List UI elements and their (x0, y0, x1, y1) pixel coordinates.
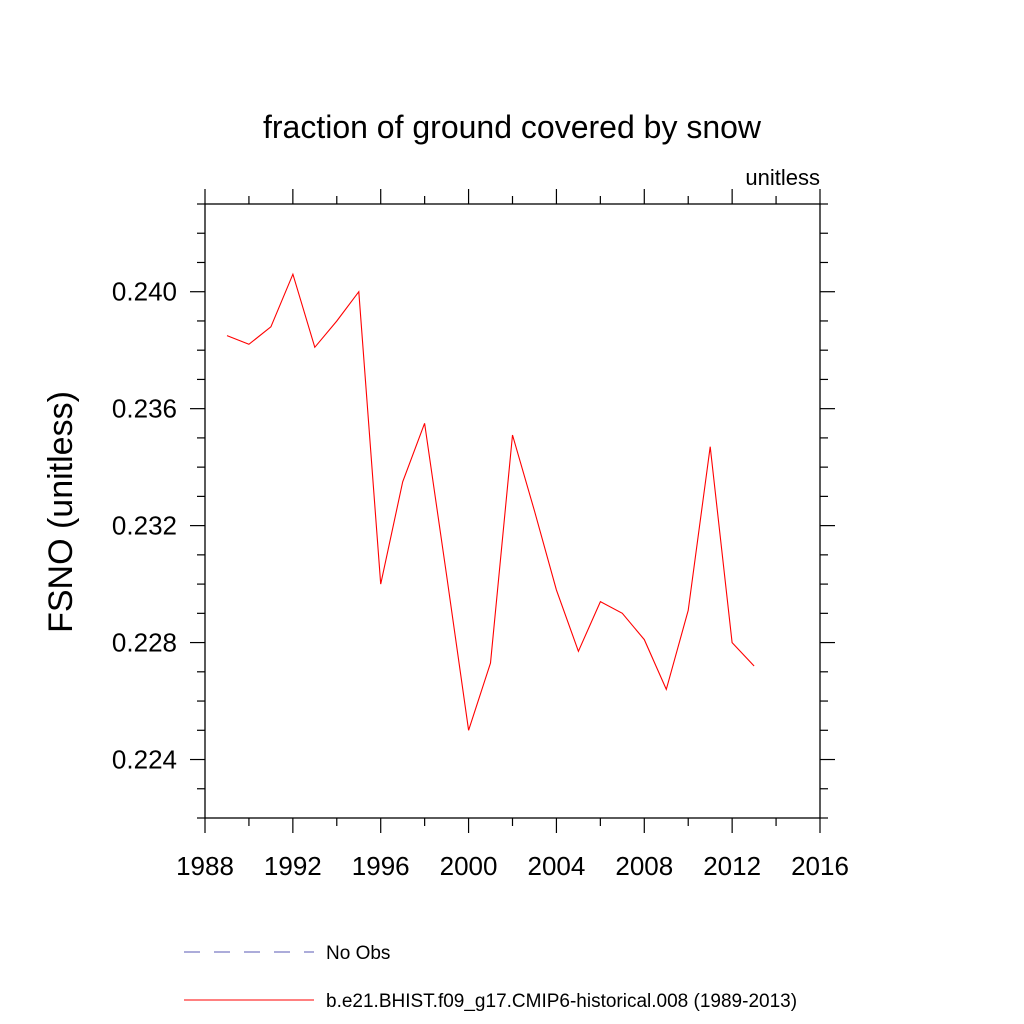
units-label: unitless (745, 165, 820, 190)
x-tick-label: 1992 (264, 851, 322, 881)
y-tick-label: 0.236 (112, 394, 177, 424)
series-group (226, 272, 755, 731)
chart-title: fraction of ground covered by snow (263, 109, 762, 145)
x-tick-label: 1996 (352, 851, 410, 881)
y-tick-label: 0.228 (112, 628, 177, 658)
x-tick-label: 2016 (791, 851, 849, 881)
legend: No Obs b.e21.BHIST.f09_g17.CMIP6-historic… (184, 943, 797, 1012)
x-tick-label: 2008 (615, 851, 673, 881)
x-tick-label: 2000 (440, 851, 498, 881)
x-tick-label: 2004 (528, 851, 586, 881)
axis-ticks: 1988 1992 1996 2000 2004 2008 2012 2016 0.224 0.2… (112, 189, 849, 881)
series-line (226, 272, 755, 731)
x-tick-label: 2012 (703, 851, 761, 881)
legend-label: No Obs (326, 943, 390, 964)
y-tick-label: 0.224 (112, 745, 177, 775)
y-axis-label: FSNO (unitless) (42, 391, 80, 633)
x-tick-label: 1988 (176, 851, 234, 881)
y-tick-label: 0.232 (112, 511, 177, 541)
y-tick-label: 0.240 (112, 277, 177, 307)
plot-frame (204, 203, 821, 819)
legend-label: b.e21.BHIST.f09_g17.CMIP6-historical.008… (326, 991, 797, 1012)
